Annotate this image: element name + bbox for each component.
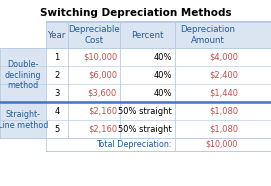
Text: 3: 3 [54, 89, 60, 97]
Text: 50% straight: 50% straight [118, 124, 172, 134]
Text: $10,000: $10,000 [206, 140, 238, 149]
Text: 4: 4 [54, 107, 60, 116]
Bar [46, 22, 271, 48]
Text: 2: 2 [54, 70, 60, 79]
Text: 40%: 40% [153, 52, 172, 62]
Text: $1,080: $1,080 [209, 124, 238, 134]
Text: $3,600: $3,600 [88, 89, 117, 97]
Bar [0, 48, 46, 102]
Text: Percent: Percent [131, 31, 164, 39]
Text: $10,000: $10,000 [83, 52, 117, 62]
Text: $2,160: $2,160 [88, 124, 117, 134]
Text: Double-
declining
method: Double- declining method [5, 60, 41, 90]
Text: Year: Year [48, 31, 66, 39]
Text: 1: 1 [54, 52, 60, 62]
Text: $1,440: $1,440 [209, 89, 238, 97]
Text: $1,080: $1,080 [209, 107, 238, 116]
Text: $4,000: $4,000 [209, 52, 238, 62]
Text: Straight-
Line method: Straight- Line method [0, 110, 48, 130]
Text: $2,400: $2,400 [209, 70, 238, 79]
Text: Total Depreciation:: Total Depreciation: [96, 140, 172, 149]
Text: 5: 5 [54, 124, 60, 134]
Text: Depreciable
Cost: Depreciable Cost [68, 25, 120, 45]
Text: Switching Depreciation Methods: Switching Depreciation Methods [40, 8, 231, 18]
Text: $6,000: $6,000 [88, 70, 117, 79]
Bar [0, 102, 46, 138]
Text: Depreciation
Amount: Depreciation Amount [180, 25, 235, 45]
Text: 40%: 40% [153, 89, 172, 97]
Text: 50% straight: 50% straight [118, 107, 172, 116]
Text: 40%: 40% [153, 70, 172, 79]
Text: $2,160: $2,160 [88, 107, 117, 116]
